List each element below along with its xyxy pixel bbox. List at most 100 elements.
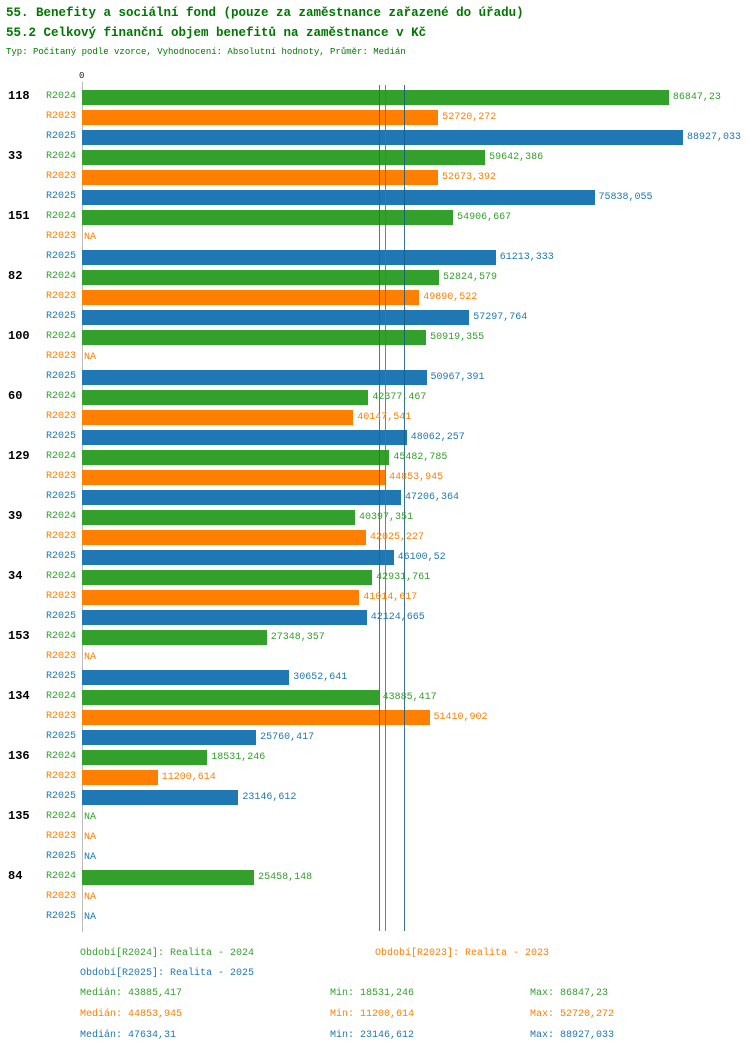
group-label-118: 118 xyxy=(8,89,30,103)
series-label-r2023: R2023 xyxy=(46,411,77,422)
series-label-r2023: R2023 xyxy=(46,111,77,122)
series-label-r2024: R2024 xyxy=(46,391,77,402)
bar-r2025-group-82 xyxy=(82,310,470,325)
bar-r2024-group-100 xyxy=(82,330,427,345)
series-label-r2023: R2023 xyxy=(46,351,77,362)
bar-r2024-group-118 xyxy=(82,90,669,105)
bar-r2024-group-34 xyxy=(82,570,373,585)
series-label-r2024: R2024 xyxy=(46,271,77,282)
bar-value-label-r2024-group-118: 86847,23 xyxy=(672,92,721,103)
chart-title-line2: 55.2 Celkový finanční objem benefitů na … xyxy=(6,26,427,40)
group-label-151: 151 xyxy=(8,209,30,223)
bar-value-label-r2025-group-129: 47206,364 xyxy=(405,492,460,503)
group-label-134: 134 xyxy=(8,689,30,703)
bar-r2023-group-60 xyxy=(82,410,354,425)
group-label-136: 136 xyxy=(8,749,30,763)
series-label-r2023: R2023 xyxy=(46,891,77,902)
series-label-r2025: R2025 xyxy=(46,671,77,682)
series-label-r2025: R2025 xyxy=(46,251,77,262)
bar-value-label-r2023-group-100: NA xyxy=(84,352,97,363)
bar-r2024-group-84 xyxy=(82,870,255,885)
bar-value-label-r2023-group-135: NA xyxy=(84,832,97,843)
stat-min-r2024: Min: 18531,246 xyxy=(330,988,415,999)
series-label-r2023: R2023 xyxy=(46,291,77,302)
bar-value-label-r2023-group-34: 41014,617 xyxy=(363,592,418,603)
bar-value-label-r2025-group-151: 61213,333 xyxy=(499,252,554,263)
bar-value-label-r2023-group-136: 11200,614 xyxy=(161,772,216,783)
bar-r2025-group-33 xyxy=(82,190,595,205)
bar-value-label-r2023-group-33: 52673,392 xyxy=(442,172,497,183)
stat-median-r2023: Medián: 44853,945 xyxy=(80,1009,183,1020)
bar-r2025-group-34 xyxy=(82,610,367,625)
bar-value-label-r2023-group-39: 42025,227 xyxy=(370,532,425,543)
series-label-r2024: R2024 xyxy=(46,631,77,642)
series-label-r2025: R2025 xyxy=(46,491,77,502)
series-label-r2024: R2024 xyxy=(46,811,77,822)
series-label-r2025: R2025 xyxy=(46,311,77,322)
group-label-135: 135 xyxy=(8,809,30,823)
stat-max-r2024: Max: 86847,23 xyxy=(530,988,609,999)
stat-median-r2024: Medián: 43885,417 xyxy=(80,988,183,999)
bar-value-label-r2023-group-153: NA xyxy=(84,652,97,663)
series-label-r2025: R2025 xyxy=(46,131,77,142)
group-label-82: 82 xyxy=(8,269,23,283)
bar-r2025-group-39 xyxy=(82,550,394,565)
series-label-r2025: R2025 xyxy=(46,611,77,622)
stat-min-r2023: Min: 11200,614 xyxy=(330,1009,415,1020)
bar-value-label-r2024-group-135: NA xyxy=(84,812,97,823)
bar-r2023-group-136 xyxy=(82,770,158,785)
bar-r2025-group-136 xyxy=(82,790,239,805)
bar-value-label-r2024-group-82: 52824,579 xyxy=(443,272,498,283)
group-label-129: 129 xyxy=(8,449,30,463)
series-label-r2024: R2024 xyxy=(46,571,77,582)
series-label-r2025: R2025 xyxy=(46,431,77,442)
series-label-r2023: R2023 xyxy=(46,531,77,542)
group-label-33: 33 xyxy=(8,149,23,163)
bar-value-label-r2024-group-39: 40397,351 xyxy=(359,512,414,523)
bar-r2025-group-60 xyxy=(82,430,407,445)
median-line-r2023 xyxy=(385,85,387,931)
stat-max-r2025: Max: 88927,033 xyxy=(530,1030,615,1041)
bar-value-label-r2025-group-82: 57297,764 xyxy=(473,312,528,323)
series-label-r2023: R2023 xyxy=(46,651,77,662)
series-label-r2023: R2023 xyxy=(46,171,77,182)
bar-value-label-r2024-group-60: 42377,467 xyxy=(372,392,427,403)
bar-value-label-r2023-group-84: NA xyxy=(84,892,97,903)
bar-value-label-r2023-group-60: 40147,541 xyxy=(357,412,412,423)
series-label-r2023: R2023 xyxy=(46,471,77,482)
plot-area: 118 R2024 86847,23 R2023 52720,272 R2025 88927… xyxy=(8,82,741,932)
x-axis-zero-label: 0 xyxy=(79,71,85,81)
bar-value-label-r2024-group-84: 25458,148 xyxy=(258,872,313,883)
legend-item-r2025: Období[R2025]: Realita - 2025 xyxy=(80,968,255,979)
bar-r2025-group-134 xyxy=(82,730,257,745)
bar-value-label-r2024-group-151: 54906,667 xyxy=(457,212,512,223)
bar-r2023-group-134 xyxy=(82,710,430,725)
series-label-r2024: R2024 xyxy=(46,511,77,522)
group-label-153: 153 xyxy=(8,629,30,643)
series-label-r2024: R2024 xyxy=(46,451,77,462)
series-label-r2025: R2025 xyxy=(46,731,77,742)
series-label-r2024: R2024 xyxy=(46,751,77,762)
bar-value-label-r2024-group-34: 42931,761 xyxy=(376,572,431,583)
bar-r2024-group-136 xyxy=(82,750,208,765)
bar-value-label-r2025-group-134: 25760,417 xyxy=(260,732,315,743)
bar-value-label-r2025-group-136: 23146,612 xyxy=(242,792,297,803)
bar-value-label-r2025-group-84: NA xyxy=(84,912,97,923)
bar-r2023-group-33 xyxy=(82,170,438,185)
bar-r2023-group-82 xyxy=(82,290,420,305)
series-label-r2025: R2025 xyxy=(46,851,77,862)
bar-value-label-r2025-group-135: NA xyxy=(84,852,97,863)
bar-value-label-r2025-group-34: 42124,665 xyxy=(370,612,425,623)
bar-r2025-group-153 xyxy=(82,670,290,685)
bar-value-label-r2024-group-136: 18531,246 xyxy=(211,752,266,763)
series-label-r2024: R2024 xyxy=(46,691,77,702)
legend-item-r2024: Období[R2024]: Realita - 2024 xyxy=(80,948,255,959)
series-label-r2024: R2024 xyxy=(46,331,77,342)
bar-value-label-r2024-group-153: 27348,357 xyxy=(270,632,325,643)
series-label-r2025: R2025 xyxy=(46,911,77,922)
bar-r2025-group-100 xyxy=(82,370,427,385)
bar-value-label-r2024-group-100: 50919,355 xyxy=(430,332,485,343)
series-label-r2023: R2023 xyxy=(46,591,77,602)
series-label-r2025: R2025 xyxy=(46,551,77,562)
bar-r2025-group-118 xyxy=(82,130,683,145)
